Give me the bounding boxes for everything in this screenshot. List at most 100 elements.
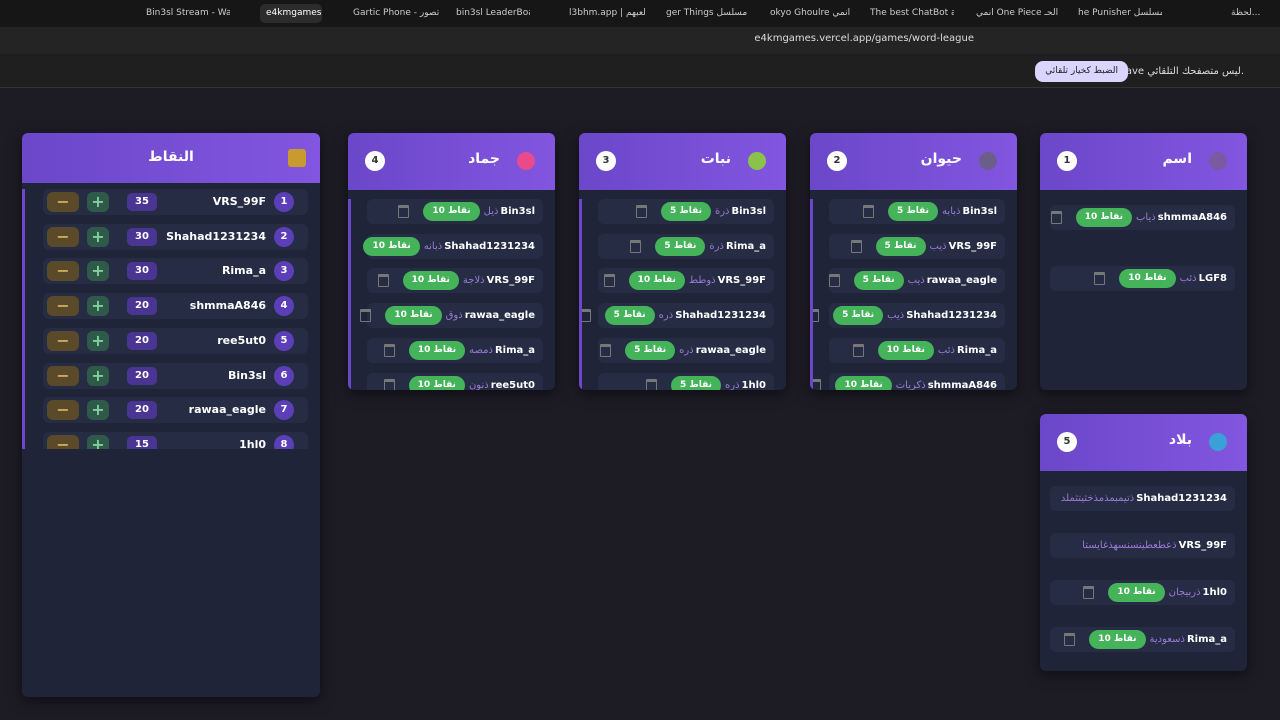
score-row: 2 Shahad1231234 30 + − bbox=[43, 223, 308, 250]
entry-row: VRS_99F ذوطط 10 نقاط bbox=[598, 268, 774, 294]
points-pill: 10 نقاط bbox=[877, 340, 934, 360]
delete-button[interactable] bbox=[852, 343, 864, 357]
answer-word: ذره bbox=[725, 379, 740, 391]
delete-button[interactable] bbox=[600, 343, 612, 357]
delete-button[interactable] bbox=[1094, 272, 1106, 285]
delete-button[interactable] bbox=[398, 205, 410, 218]
plus-button[interactable]: + bbox=[87, 261, 109, 282]
player-name: Bin3sl bbox=[500, 206, 535, 217]
player-name: Rima_a bbox=[956, 344, 997, 356]
minus-button[interactable]: − bbox=[47, 434, 79, 449]
plus-button[interactable]: + bbox=[87, 226, 109, 247]
score-row: 3 Rima_a 30 + − bbox=[43, 258, 308, 285]
scoreboard-header: النقاط bbox=[22, 133, 320, 183]
tab[interactable]: bin3sl LeaderBoard bbox=[456, 8, 530, 18]
player-name: VRS_99F bbox=[1178, 540, 1227, 551]
delete-button[interactable] bbox=[863, 205, 875, 218]
player-name: Bin3sl bbox=[731, 206, 766, 217]
player-name: VRS_99F bbox=[717, 275, 766, 287]
tab[interactable]: e4kmgames.ve bbox=[260, 4, 322, 23]
points-pill: 5 نقاط bbox=[671, 375, 721, 390]
delete-button[interactable] bbox=[603, 274, 615, 288]
minus-button[interactable]: − bbox=[47, 226, 79, 247]
delete-button[interactable] bbox=[813, 309, 820, 323]
player-name: Shahad1231234 bbox=[1136, 493, 1227, 504]
delete-button[interactable] bbox=[582, 309, 591, 323]
delete-button[interactable] bbox=[377, 274, 389, 288]
minus-button[interactable]: − bbox=[47, 330, 79, 351]
delete-button[interactable] bbox=[630, 239, 642, 253]
category-header: نبات 3 bbox=[579, 133, 786, 190]
plus-button[interactable]: + bbox=[87, 400, 109, 421]
delete-button[interactable] bbox=[1064, 633, 1076, 646]
delete-button[interactable] bbox=[383, 343, 395, 357]
minus-button[interactable]: − bbox=[47, 192, 79, 212]
points-pill: 10 نقاط bbox=[1108, 583, 1165, 602]
delete-button[interactable] bbox=[635, 205, 647, 218]
plus-button[interactable]: + bbox=[87, 365, 109, 386]
player-name: shmmaA846 bbox=[1157, 212, 1227, 223]
category-icon bbox=[748, 152, 766, 170]
tab[interactable]: Bin3sl Stream - Wat bbox=[146, 8, 230, 18]
plus-button[interactable]: + bbox=[87, 192, 109, 212]
answer-word: ذعطعطينسنسهذغايستا bbox=[1082, 540, 1177, 551]
minus-button[interactable]: − bbox=[47, 400, 79, 421]
answer-word: ذئب bbox=[1179, 273, 1197, 284]
tab[interactable]: he Punisher مسلسل bbox=[1078, 8, 1162, 18]
answer-word: ذياب bbox=[1136, 212, 1156, 223]
player-name: Shahad1231234 bbox=[444, 240, 535, 252]
tab[interactable]: l3bhm.app | لعبهم bbox=[569, 8, 646, 18]
category-title: اسم bbox=[1162, 151, 1192, 167]
tab[interactable]: Gartic Phone - تصور bbox=[353, 8, 440, 18]
score-row: 5 ree5ut0 20 + − bbox=[43, 327, 308, 354]
minus-button[interactable]: − bbox=[47, 296, 79, 317]
plus-button[interactable]: + bbox=[87, 434, 109, 449]
points-pill: 5 نقاط bbox=[853, 271, 904, 291]
player-name: shmmaA846 bbox=[189, 299, 266, 313]
delete-button[interactable] bbox=[383, 378, 395, 390]
player-name: rawaa_eagle bbox=[188, 403, 266, 417]
points-pill: 5 نقاط bbox=[655, 236, 706, 256]
delete-button[interactable] bbox=[646, 378, 657, 390]
address-bar[interactable]: e4kmgames.vercel.app/games/word-league bbox=[754, 33, 974, 44]
answer-word: ذوق bbox=[445, 310, 463, 322]
delete-button[interactable] bbox=[828, 274, 840, 288]
score-value: 20 bbox=[127, 401, 157, 420]
points-pill: 10 نقاط bbox=[835, 375, 892, 390]
player-name: rawaa_eagle bbox=[695, 344, 766, 356]
answer-word: ذبانه bbox=[423, 240, 443, 252]
answer-word: ذنون bbox=[468, 379, 489, 391]
delete-button[interactable] bbox=[360, 309, 372, 323]
answer-word: ذربيجان bbox=[1168, 587, 1201, 598]
answer-word: ذيب bbox=[929, 240, 947, 252]
minus-button[interactable]: − bbox=[47, 261, 79, 282]
points-pill: 5 نقاط bbox=[604, 306, 655, 326]
tab[interactable]: انمي One Piece الحـ bbox=[976, 8, 1059, 18]
rank-badge: 1 bbox=[274, 192, 294, 212]
set-default-button[interactable]: الضبط كخيار تلقائي bbox=[1035, 61, 1128, 82]
entry-row: Rima_a ذمصه 10 نقاط bbox=[367, 337, 543, 363]
tab[interactable]: okyo Ghoulre انمي bbox=[770, 8, 851, 18]
delete-button[interactable] bbox=[1083, 586, 1095, 599]
points-pill: 10 نقاط bbox=[408, 375, 465, 390]
answer-word: ذيب bbox=[907, 275, 925, 287]
delete-button[interactable] bbox=[850, 239, 862, 253]
minus-button[interactable]: − bbox=[47, 365, 79, 386]
entry-row: Bin3sl ذيل 10 نقاط bbox=[367, 199, 543, 224]
plus-button[interactable]: + bbox=[87, 296, 109, 317]
tab[interactable]: The best ChatBot a bbox=[870, 8, 954, 18]
entry-row: Shahad1231234 ذره 5 نقاط bbox=[582, 303, 774, 329]
delete-button[interactable] bbox=[813, 378, 822, 390]
tab[interactable]: ger Things مسلسل bbox=[666, 8, 748, 18]
delete-button[interactable] bbox=[348, 240, 349, 253]
answer-word: ذره bbox=[658, 310, 674, 322]
delete-button[interactable] bbox=[1050, 211, 1062, 224]
rank-badge: 6 bbox=[274, 365, 294, 386]
player-name: 1hl0 bbox=[239, 437, 266, 449]
entry-list: Bin3sl ذيل 10 نقاط Shahad1231234 ذبانه 10 نقا… bbox=[348, 199, 555, 390]
player-name: Shahad1231234 bbox=[906, 310, 997, 322]
category-card: نبات 3 Bin3sl ذرة 5 نقاط Rima_a ذرة 5 نقاط VRS_9… bbox=[579, 133, 786, 390]
plus-button[interactable]: + bbox=[87, 330, 109, 351]
score-row: 6 Bin3sl 20 + − bbox=[43, 362, 308, 389]
tab[interactable]: لحظة... bbox=[1231, 8, 1261, 18]
